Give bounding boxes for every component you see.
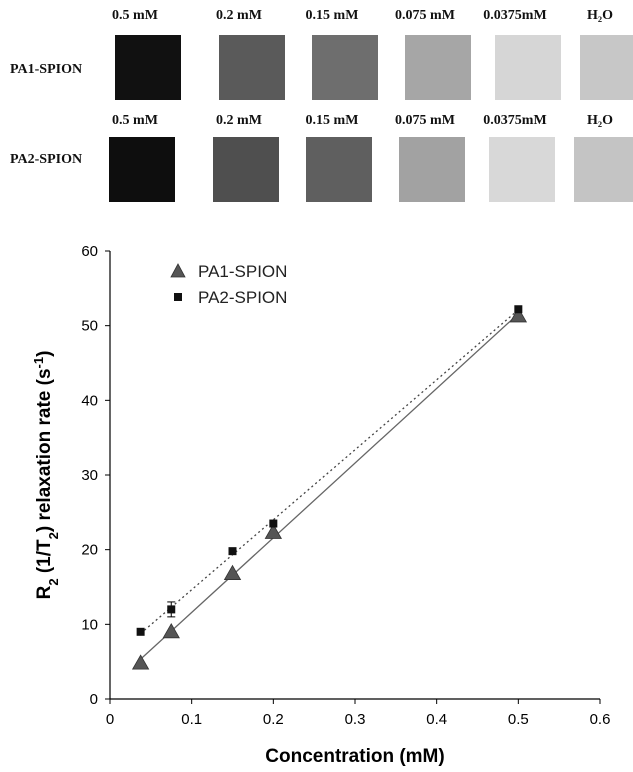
y-axis-title-part: -1 xyxy=(31,357,46,369)
y-axis-title-part: R xyxy=(34,585,55,599)
phantom-swatch xyxy=(213,137,279,202)
data-point-pa2-spion xyxy=(269,519,278,528)
y-axis-title-part: (1/T xyxy=(34,539,55,578)
legend-marker xyxy=(170,263,186,278)
phantom-swatch xyxy=(306,137,372,202)
phantom-swatch xyxy=(115,35,181,100)
trendline-pa1-spion xyxy=(140,313,519,660)
phantom-swatch xyxy=(574,137,633,202)
y-axis-title-part: ) relaxation rate (s xyxy=(34,368,55,532)
y-tick-label: 60 xyxy=(81,243,98,260)
x-tick-label: 0.6 xyxy=(590,711,611,728)
y-axis-title-part: 2 xyxy=(46,578,61,585)
data-point-pa2-spion xyxy=(514,305,523,314)
phantom-swatch xyxy=(219,35,285,100)
phantom-concentration-label: H₂O xyxy=(587,113,613,128)
x-tick-label: 0.5 xyxy=(508,711,529,728)
phantom-swatch xyxy=(495,35,561,100)
data-point-pa1-spion xyxy=(264,523,283,539)
phantom-concentration-label: 0.15 mM xyxy=(305,113,359,128)
x-tick-label: 0.1 xyxy=(181,711,202,728)
phantom-swatch xyxy=(489,137,555,202)
y-tick-label: 40 xyxy=(81,392,98,409)
phantom-concentration-label: 0.0375mM xyxy=(483,113,547,128)
data-point-pa1-spion xyxy=(162,622,180,639)
phantom-swatch xyxy=(405,35,471,100)
y-tick-label: 20 xyxy=(81,542,98,559)
y-tick-label: 30 xyxy=(81,467,98,484)
data-point-pa1-spion xyxy=(509,307,528,323)
phantom-image-panel: PA1-SPION 0.5 mM 0.2 mM 0.15 mM 0.075 mM 0.03… xyxy=(0,0,633,215)
x-tick-label: 0.2 xyxy=(263,711,284,728)
phantom-swatch xyxy=(312,35,378,100)
x-axis-title: Concentration (mM) xyxy=(265,746,444,767)
phantom-concentration-label: 0.2 mM xyxy=(216,8,262,23)
x-tick-label: 0 xyxy=(106,711,114,728)
phantom-row-label: PA2-SPION xyxy=(10,152,83,167)
y-tick-label: 50 xyxy=(81,318,98,335)
x-tick-label: 0.3 xyxy=(345,711,366,728)
phantom-concentration-label: 0.5 mM xyxy=(112,8,158,23)
data-point-pa1-spion xyxy=(223,564,242,580)
phantom-swatch xyxy=(109,137,175,202)
phantom-swatch xyxy=(580,35,633,100)
legend-marker xyxy=(174,293,182,301)
phantom-swatch xyxy=(399,137,465,202)
x-tick-label: 0.4 xyxy=(426,711,447,728)
phantom-concentration-label: 0.15 mM xyxy=(305,8,359,23)
phantom-concentration-label: 0.075 mM xyxy=(395,113,455,128)
phantom-concentration-label: 0.0375mM xyxy=(483,8,547,23)
y-axis-title-part: ) xyxy=(34,351,55,357)
trendline-pa2-spion xyxy=(140,309,519,634)
data-point-pa2-spion xyxy=(228,547,237,556)
y-tick-label: 0 xyxy=(90,691,98,708)
relaxation-rate-chart: 0 10 20 30 40 50 60 0 0.1 0.2 0.3 0.4 0.5 0.6 Concentr… xyxy=(31,243,611,767)
legend-label: PA1-SPION xyxy=(198,262,287,281)
y-axis-title: R2 (1/T2) relaxation rate (s-1) xyxy=(31,351,61,600)
y-axis-title-part: 2 xyxy=(46,532,61,539)
data-point-pa1-spion xyxy=(131,654,150,670)
phantom-concentration-label: 0.075 mM xyxy=(395,8,455,23)
legend-label: PA2-SPION xyxy=(198,288,287,307)
phantom-concentration-label: 0.2 mM xyxy=(216,113,262,128)
phantom-row-label: PA1-SPION xyxy=(10,62,83,77)
data-point-pa2-spion xyxy=(136,627,145,636)
phantom-concentration-label: H₂O xyxy=(587,8,613,23)
data-point-pa2-spion xyxy=(167,605,176,614)
phantom-concentration-label: 0.5 mM xyxy=(112,113,158,128)
y-tick-label: 10 xyxy=(81,616,98,633)
